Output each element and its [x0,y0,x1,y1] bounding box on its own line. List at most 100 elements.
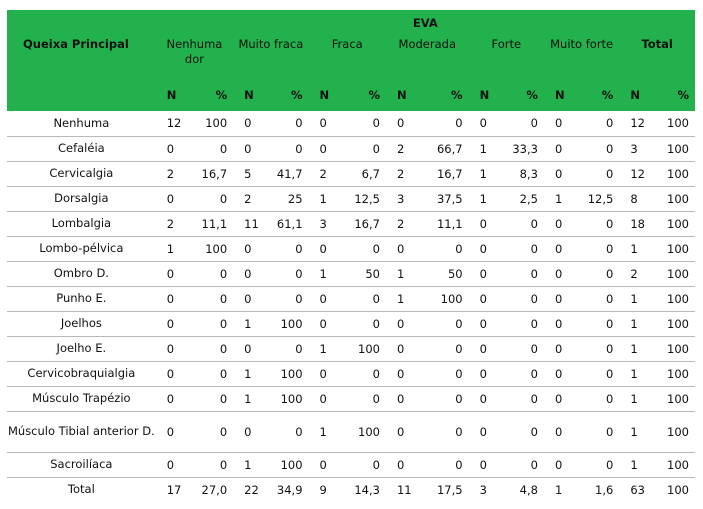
pct-cell: 0 [501,311,544,337]
row-label: Cervicobraquialgia [7,361,156,387]
pct-cell: 41,7 [266,161,309,187]
n-header: N [385,79,420,111]
pct-cell: 0 [501,361,544,387]
n-cell: 0 [468,411,502,453]
pct-cell: 0 [577,161,620,187]
n-cell: 0 [543,261,577,287]
table-row: Total 17 27,0 22 34,9 9 14,3 11 17,5 3 4,8 1 1,6 63 10… [7,477,695,502]
n-cell: 2 [308,161,340,187]
category-header: Fraca [308,35,386,79]
n-cell: 0 [155,286,190,312]
pct-cell: 100 [652,286,695,312]
pct-cell: 0 [266,136,309,162]
eva-title: EVA [155,10,695,35]
pct-cell: 0 [189,386,234,412]
pct-cell: 0 [189,261,234,287]
category-header: Muito forte [543,35,620,79]
n-cell: 2 [155,161,190,187]
n-cell: 18 [619,211,653,237]
row-label: Nenhuma [7,111,156,137]
pct-cell: 0 [339,286,386,312]
pct-cell: 100 [266,386,309,412]
pct-cell: 100 [652,261,695,287]
pct-cell: 37,5 [419,186,469,212]
pct-cell: 0 [501,411,544,453]
pct-cell: 0 [339,311,386,337]
pct-cell: 66,7 [419,136,469,162]
table-row: Cefaléia 0 0 0 0 0 0 2 66,7 1 33,3 0 0 3 100 [7,136,695,162]
n-cell: 0 [468,111,502,137]
n-cell: 0 [468,386,502,412]
row-label: Dorsalgia [7,186,156,212]
pct-cell: 100 [339,411,386,453]
pct-cell: 1,6 [595,482,614,497]
pct-cell: 100 [652,186,695,212]
n-cell: 0 [308,286,340,312]
n-cell: 0 [468,311,502,337]
n-cell: 2 [385,161,420,187]
pct-cell: 0 [501,261,544,287]
n-cell: 17 [166,482,182,497]
pct-header: % [577,79,620,111]
n-cell: 0 [543,136,577,162]
n-cell: 0 [468,361,502,387]
queixa-principal-header: Queixa Principal [7,35,156,79]
n-cell: 8 [619,186,653,212]
n-cell: 11 [233,211,267,237]
category-header: Nenhuma dor [155,35,234,79]
pct-cell: 0 [577,361,620,387]
pct-cell: 100 [652,211,695,237]
pct-cell: 0 [501,452,544,478]
pct-cell: 0 [501,286,544,312]
pct-cell: 100 [667,482,689,497]
n-cell: 1 [308,261,340,287]
n-cell: 0 [233,111,267,137]
pct-cell: 17,5 [436,482,463,497]
n-cell: 0 [385,386,420,412]
n-cell: 1 [468,186,502,212]
pct-cell: 0 [577,286,620,312]
pct-cell: 100 [652,236,695,262]
table-row: Lombo-pélvica 1 100 0 0 0 0 0 0 0 0 0 0 1 100 [7,236,695,262]
n-cell: 22 [244,482,259,497]
n-cell: 0 [468,452,502,478]
n-cell: 5 [233,161,267,187]
n-cell: 0 [385,311,420,337]
n-cell: 1 [233,311,267,337]
n-cell: 1 [619,386,653,412]
pct-cell: 11,1 [189,211,234,237]
n-cell: 0 [308,452,340,478]
n-cell: 1 [619,286,653,312]
n-cell: 0 [155,136,190,162]
n-cell: 0 [155,361,190,387]
n-cell: 0 [155,336,190,362]
pct-cell: 0 [339,452,386,478]
table-row: Cervicobraquialgia 0 0 1 100 0 0 0 0 0 0 0 0 1 100 [7,361,695,387]
pct-cell: 14,3 [354,482,380,497]
table-row: Dorsalgia 0 0 2 25 1 12,5 3 37,5 1 2,5 1 12,5 8 100 [7,186,695,212]
n-cell: 0 [308,311,340,337]
n-cell: 0 [308,236,340,262]
pct-cell: 2,5 [501,186,544,212]
pct-cell: 0 [419,236,469,262]
pct-cell: 0 [419,336,469,362]
pct-cell: 0 [189,452,234,478]
table-row: Sacroilíaca 0 0 1 100 0 0 0 0 0 0 0 0 1 100 [7,452,695,478]
n-cell: 0 [468,236,502,262]
pct-cell: 27,0 [201,482,228,497]
n-cell: 1 [468,136,502,162]
n-cell: 1 [308,411,340,453]
n-header: N [619,79,653,111]
table-row: Punho E. 0 0 0 0 0 0 1 100 0 0 0 0 1 100 [7,286,695,312]
pct-cell: 0 [266,236,309,262]
pct-cell: 0 [419,411,469,453]
pct-cell: 0 [577,311,620,337]
pct-cell: 0 [577,261,620,287]
n-cell: 0 [308,136,340,162]
n-cell: 0 [385,411,420,453]
pct-cell: 100 [652,336,695,362]
eva-table: EVA Queixa Principal Nenhuma dor Muito f… [7,10,695,502]
pct-cell: 34,9 [276,482,303,497]
pct-cell: 100 [652,111,695,137]
